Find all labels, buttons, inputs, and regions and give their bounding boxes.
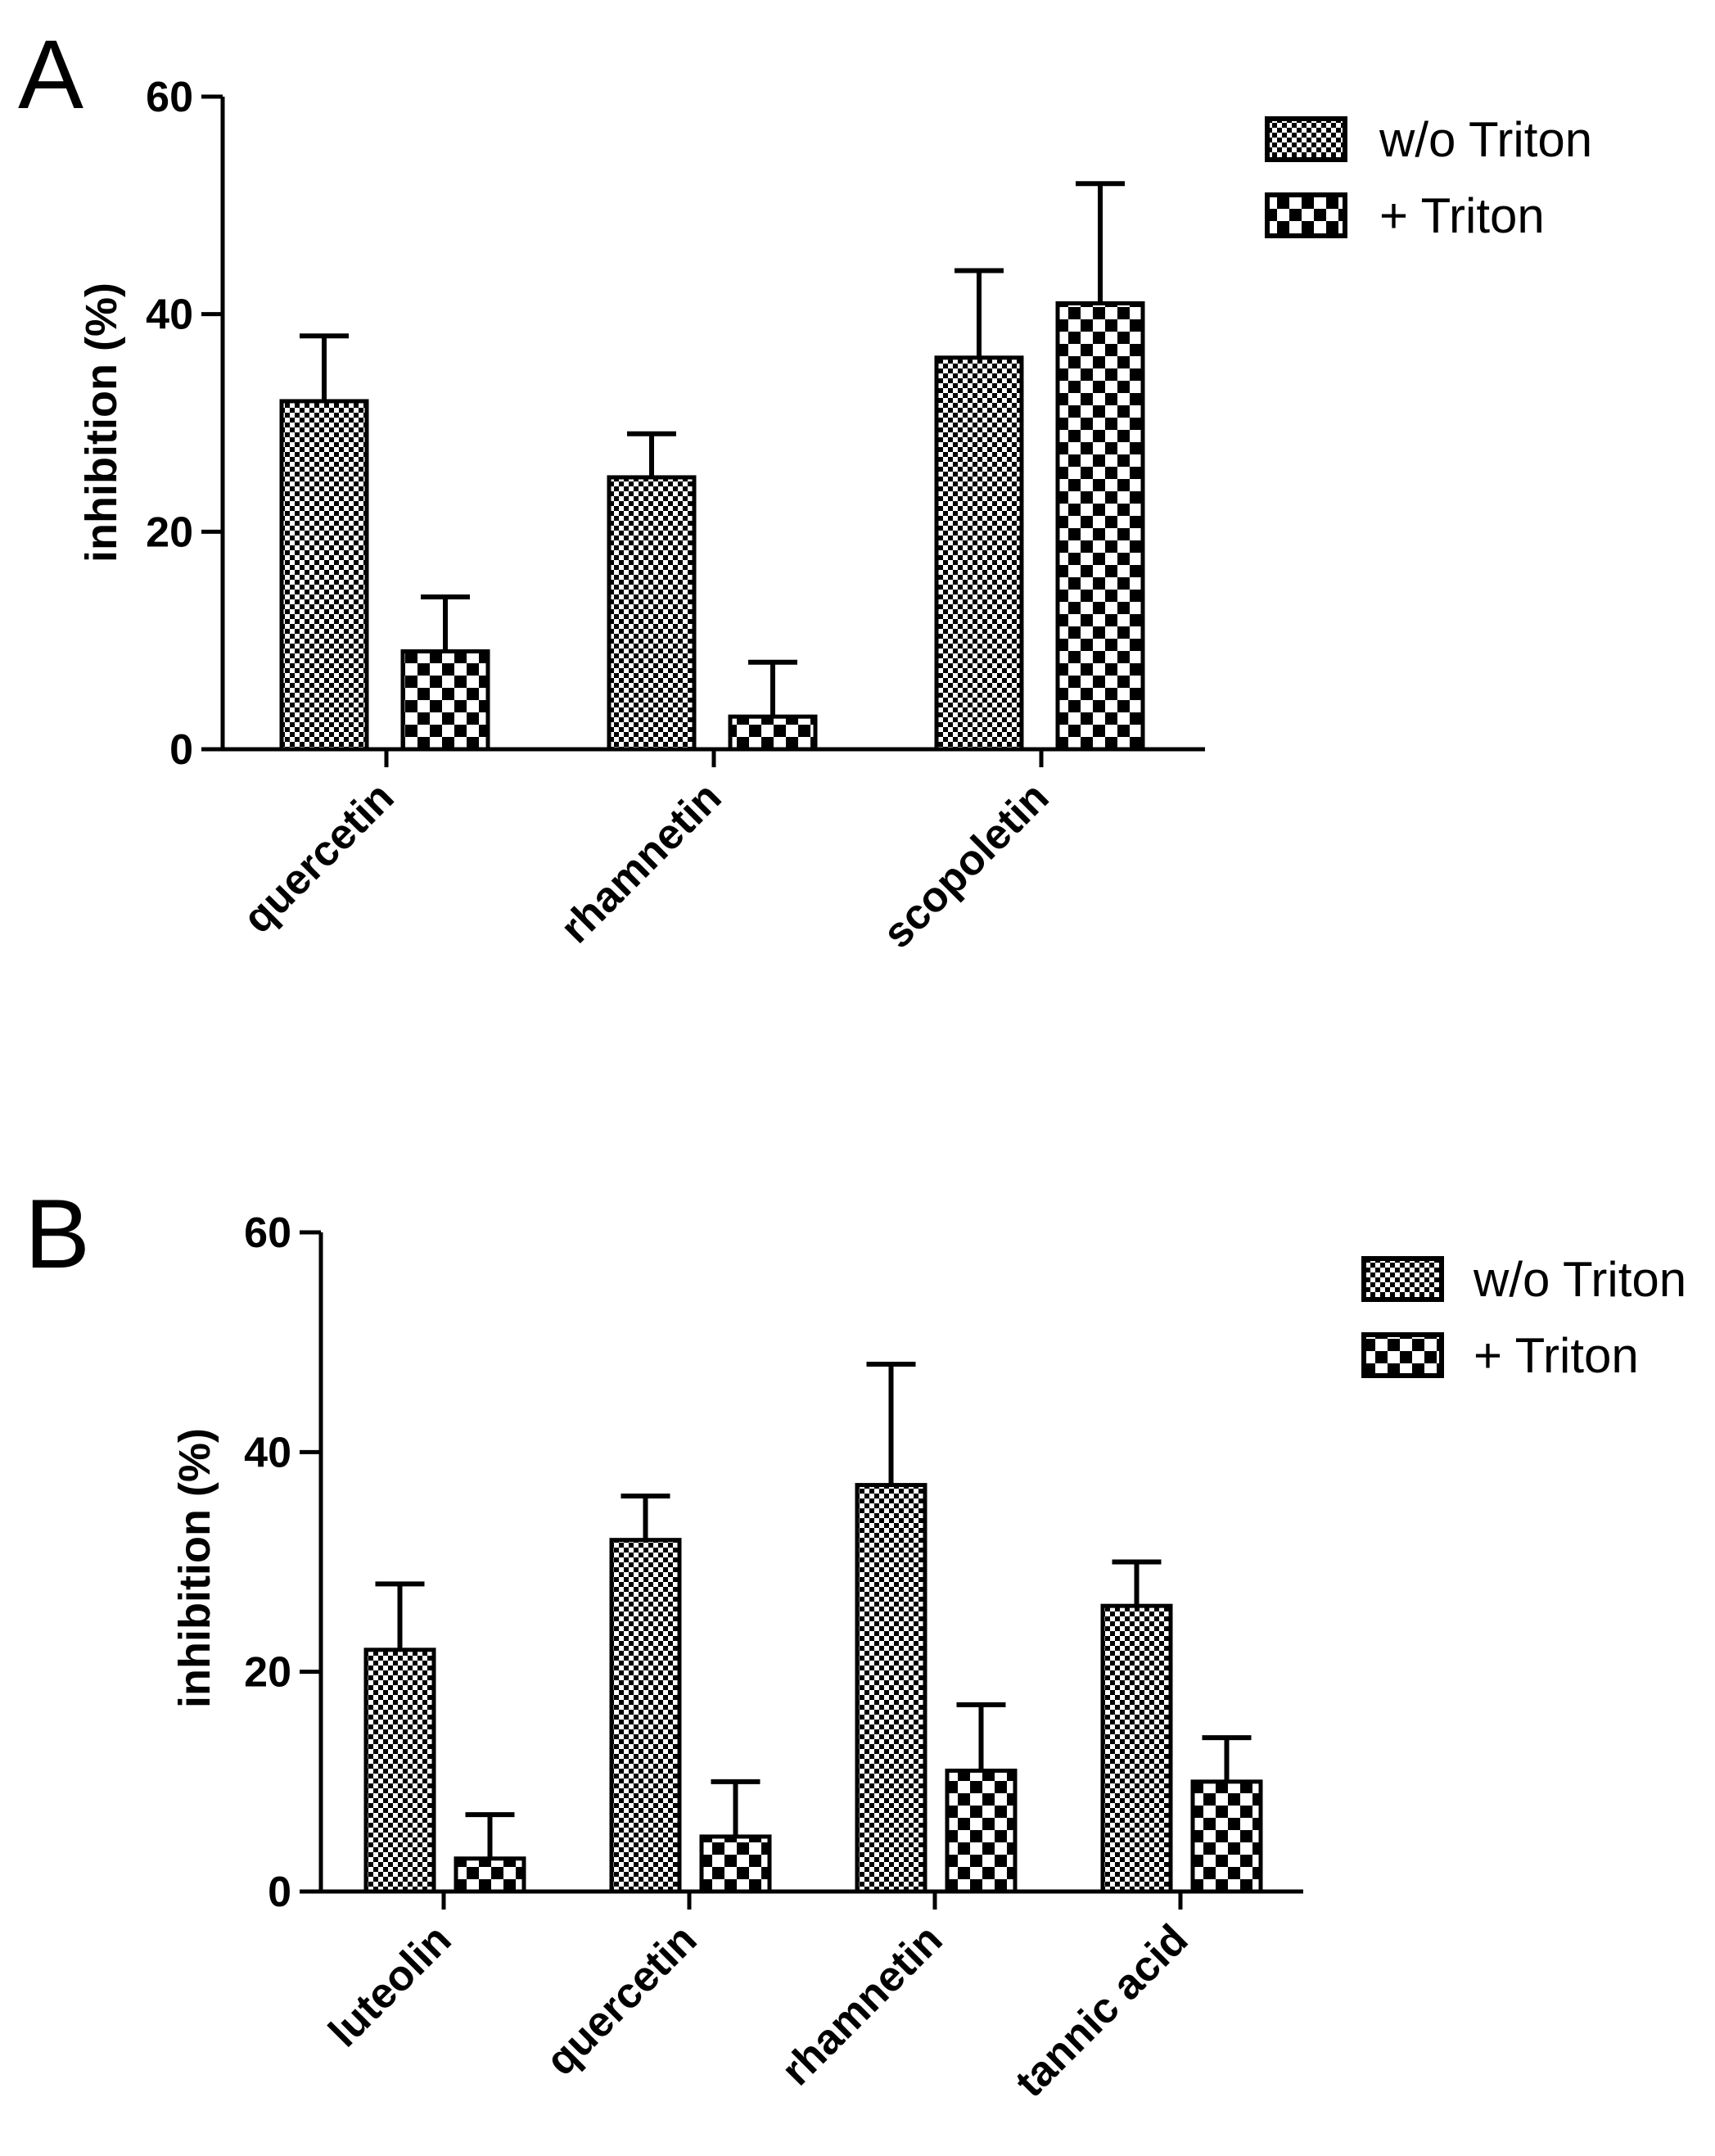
panel-a-y-tick-label-40: 40 [146,292,193,339]
panel-b-letter: B [25,1179,90,1289]
panel-a-bar-triton-2 [1055,301,1145,752]
panel-b-y-tick-label-20: 20 [244,1649,291,1697]
panel-a-bar-wo-triton-2 [934,355,1024,752]
panel-a-bar-wo-triton-0 [279,399,369,752]
panel-b-legend-label-triton: + Triton [1474,1328,1639,1383]
panel-b-y-tick-label-60: 60 [244,1209,291,1257]
panel-b-bar-wo-triton-3 [1100,1603,1173,1894]
panel-b-legend-swatch-wo-triton [1361,1256,1444,1302]
panel-b-legend-label-wo-triton: w/o Triton [1473,1252,1686,1307]
panel-b-bar-wo-triton-0 [363,1648,436,1894]
panel-b-bar-triton-1 [699,1834,772,1894]
panel-b-bar-triton-3 [1190,1779,1263,1894]
panel-a-legend-swatch-triton [1265,192,1347,238]
panel-a-y-axis-title: inhibition (%) [77,282,126,563]
panel-a-legend-swatch-wo-triton [1265,116,1347,162]
panel-a-bar-wo-triton-1 [607,475,697,752]
panel-b-bar-triton-2 [945,1768,1018,1894]
panel-a-legend-label-wo-triton: w/o Triton [1379,112,1592,167]
panel-a-legend-label-triton: + Triton [1379,188,1545,243]
panel-b-y-tick-label-40: 40 [244,1429,291,1476]
panel-b-y-axis-title: inhibition (%) [170,1428,219,1708]
panel-a-y-tick-label-20: 20 [146,508,193,556]
panel-b-bar-triton-0 [454,1856,526,1894]
panel-b-bar-wo-triton-2 [855,1483,927,1894]
panel-a-bar-triton-0 [400,649,490,752]
panel-a-letter: A [18,20,83,129]
panel-b-y-tick-label-0: 0 [268,1869,291,1916]
panel-a-y-tick-label-0: 0 [169,726,193,774]
panel-a-bar-triton-1 [728,714,818,752]
panel-b-legend-swatch-triton [1361,1332,1444,1378]
panel-b-bar-wo-triton-1 [609,1538,682,1894]
panel-a-y-tick-label-60: 60 [146,74,193,121]
